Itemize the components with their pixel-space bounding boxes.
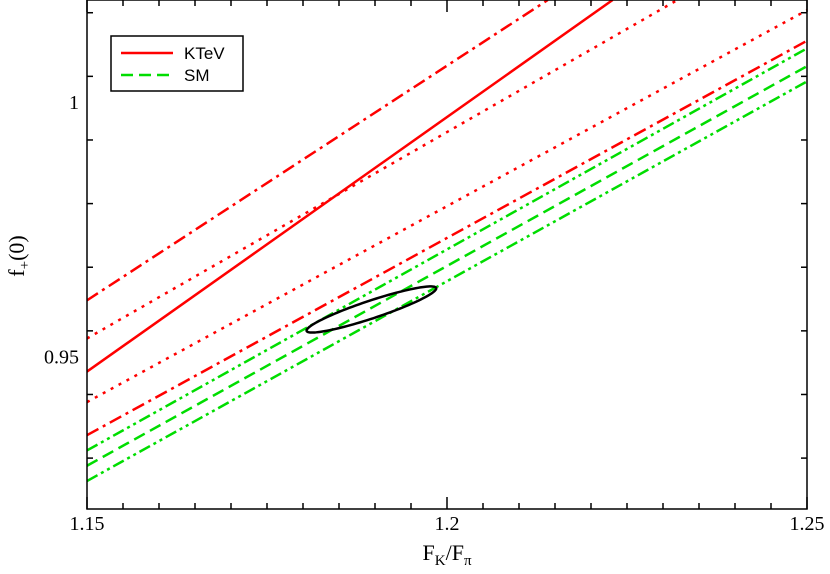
tick-layer: 1.15 1.2 1.25 0.95 1 [44, 0, 825, 535]
y-axis-title-sub: + [17, 261, 33, 269]
y-tick-label: 0.95 [44, 346, 79, 368]
x-axis-title-sub2: π [464, 553, 472, 569]
ellipse-layer [305, 285, 438, 334]
y-axis-title-main: f [4, 269, 29, 277]
x-tick-label: 1.2 [435, 513, 460, 535]
y-tick-label: 1 [69, 92, 79, 114]
series-layer [87, 0, 807, 483]
series-line-ktev-dotted-2 [87, 9, 807, 404]
y-axis-title: f+(0) [4, 235, 33, 276]
x-tick-label: 1.15 [70, 513, 105, 535]
series-line-sm-dashdotdot-6 [87, 47, 807, 452]
x-axis-title-sub1: K [435, 553, 446, 569]
series-line-ktev-solid-0 [87, 0, 614, 373]
x-axis-title-main: F [422, 540, 434, 565]
x-tick-label: 1.25 [790, 513, 825, 535]
series-line-sm-dashed-5 [87, 65, 807, 467]
confidence-ellipse [305, 285, 438, 334]
series-line-ktev-dashdot-4 [87, 39, 807, 437]
legend: KTeV SM [110, 35, 244, 92]
legend-box [110, 35, 244, 92]
x-axis-title: FK/Fπ [422, 540, 471, 569]
legend-label-sm: SM [184, 66, 210, 85]
x-axis-title-sep: /F [446, 540, 464, 565]
series-line-ktev-dotted-1 [87, 0, 679, 340]
y-axis-title-suffix: (0) [4, 235, 29, 261]
legend-label-ktev: KTeV [184, 44, 225, 63]
series-line-sm-dashdotdot-7 [87, 80, 807, 483]
